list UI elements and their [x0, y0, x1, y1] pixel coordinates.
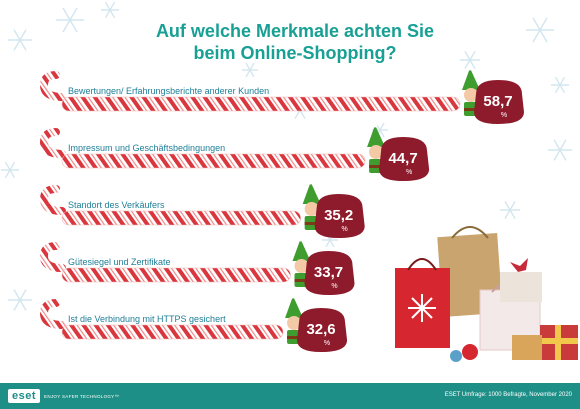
value-badge: 32,6%	[297, 308, 348, 352]
value-badge: 44,7%	[379, 137, 430, 181]
snowflake-icon	[526, 17, 554, 43]
snowflake-icon	[8, 29, 32, 51]
unit-label: %	[342, 226, 348, 233]
chart-title: Auf welche Merkmale achten Sie beim Onli…	[110, 20, 480, 64]
value-label: 44,7	[388, 150, 417, 167]
bar	[61, 153, 366, 169]
snowflake-icon	[548, 139, 572, 161]
elf-icon	[462, 65, 480, 116]
elf-icon	[292, 236, 311, 287]
bar-label: Impressum und Geschäftsbedingungen	[68, 143, 225, 153]
chart-title-line-2: beim Online-Shopping?	[193, 43, 397, 63]
value-badge: 35,2%	[314, 194, 365, 238]
value-label: 33,7	[314, 264, 343, 281]
gift-bags-illustration	[395, 226, 578, 362]
candy-cane-hook	[39, 185, 66, 215]
bar-label: Gütesiegel und Zertifikate	[68, 257, 171, 267]
bar-row: Standort des Verkäufers 35,2%	[39, 179, 365, 238]
bar	[61, 210, 301, 226]
value-label: 35,2	[324, 207, 353, 224]
value-badge: 58,7%	[474, 80, 524, 124]
candy-cane-hook	[39, 71, 66, 101]
bar-row: Ist die Verbindung mit HTTPS gesichert 32…	[39, 293, 348, 352]
brand-tagline: ENJOY SAFER TECHNOLOGY™	[44, 393, 120, 399]
candy-cane-hook	[39, 128, 66, 158]
snowflake-icon	[460, 50, 480, 70]
value-badge: 33,7%	[304, 251, 355, 295]
brand: eset ENJOY SAFER TECHNOLOGY™	[8, 387, 119, 405]
chart-title-line-1: Auf welche Merkmale achten Sie	[155, 21, 435, 41]
candy-cane-hook	[39, 242, 66, 272]
snowflake-icon	[1, 161, 19, 179]
bar	[61, 267, 291, 283]
unit-label: %	[324, 340, 330, 347]
candy-cane-hook	[39, 299, 66, 329]
source-note: ESET Umfrage: 1000 Befragte, November 20…	[444, 392, 572, 398]
elf-icon	[302, 179, 321, 230]
bar-row: Bewertungen/ Erfahrungsberichte anderer …	[39, 65, 524, 124]
snowflake-icon	[56, 7, 84, 33]
bar-label: Bewertungen/ Erfahrungsberichte anderer …	[68, 86, 269, 96]
unit-label: %	[406, 169, 412, 176]
unit-label: %	[501, 112, 507, 119]
eset-logo: eset	[8, 389, 41, 403]
elf-icon	[367, 122, 386, 173]
snowflake-icon	[551, 76, 569, 94]
elf-icon	[285, 293, 304, 344]
footer-bar	[0, 383, 580, 409]
snowflake-icon	[8, 289, 32, 311]
bars-group: Bewertungen/ Erfahrungsberichte anderer …	[39, 65, 524, 352]
bar-label: Standort des Verkäufers	[68, 200, 165, 210]
bar-row: Impressum und Geschäftsbedingungen 44,7%	[39, 122, 430, 181]
snowflake-icon	[242, 62, 258, 78]
bar	[61, 324, 284, 340]
bar-label: Ist die Verbindung mit HTTPS gesichert	[68, 314, 226, 324]
unit-label: %	[331, 283, 337, 290]
bar	[61, 96, 461, 112]
value-label: 58,7	[483, 93, 512, 110]
bar-row: Gütesiegel und Zertifikate 33,7%	[39, 236, 355, 295]
snowflake-icon	[101, 1, 119, 19]
snowflake-icon	[500, 200, 520, 220]
value-label: 32,6	[306, 321, 335, 338]
